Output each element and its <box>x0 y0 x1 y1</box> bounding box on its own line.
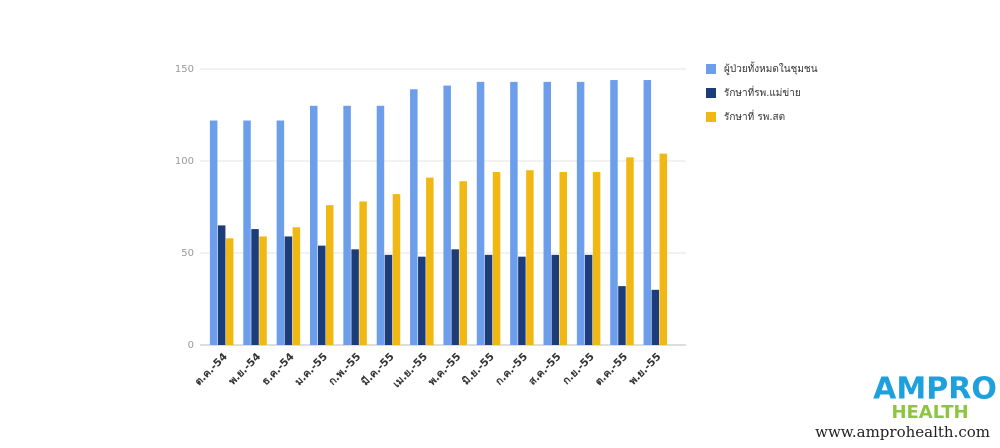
bar <box>410 89 418 346</box>
logo-top: AMPRO <box>873 372 997 407</box>
y-tick-label: 50 <box>181 248 194 259</box>
legend-swatch <box>706 112 716 122</box>
bar <box>551 254 559 345</box>
legend-label: ผู้ป่วยทั้งหมดในชุมชน <box>724 61 818 75</box>
bar <box>451 249 459 345</box>
y-tick-label: 100 <box>175 156 194 167</box>
legend-swatch <box>706 88 716 98</box>
x-tick-label: พ.ย.-54 <box>226 351 263 388</box>
bar <box>426 177 434 345</box>
bar <box>243 120 251 346</box>
x-tick-label: พ.ค.-55 <box>426 351 463 388</box>
bar <box>459 181 467 345</box>
site-url: www.amprohealth.com <box>815 423 990 441</box>
bar <box>559 172 567 345</box>
y-tick-label: 0 <box>188 340 194 351</box>
bar <box>651 289 660 345</box>
bar <box>510 81 518 345</box>
bar <box>584 254 593 345</box>
bar <box>209 120 218 346</box>
bar <box>526 170 534 345</box>
x-tick-label: พ.ย.-55 <box>627 351 664 388</box>
bar <box>626 157 634 345</box>
bar <box>576 81 585 345</box>
x-tick-label: ส.ค.-55 <box>526 351 563 388</box>
logo-bottom: HEALTH <box>891 402 968 423</box>
bar <box>643 80 652 345</box>
bar <box>659 153 668 345</box>
bar <box>443 85 451 345</box>
bar <box>343 105 351 345</box>
bar <box>276 120 285 346</box>
x-tick-label: มิ.ย.-55 <box>460 351 497 388</box>
bar <box>259 236 267 345</box>
bar <box>225 238 234 345</box>
bar <box>518 256 526 345</box>
y-tick-label: 150 <box>175 64 194 75</box>
bar <box>476 81 485 345</box>
bar <box>326 205 334 345</box>
x-tick-label: เม.ย.-55 <box>391 351 430 390</box>
bar <box>351 249 359 345</box>
x-tick-label: ก.ค.-55 <box>493 351 530 388</box>
x-tick-label: ก.ย.-55 <box>560 351 596 387</box>
bar <box>543 81 551 345</box>
bar <box>251 229 259 345</box>
x-tick-label: ต.ค.-55 <box>593 351 630 388</box>
bar <box>492 172 501 345</box>
bar <box>217 225 226 345</box>
bar <box>592 172 601 345</box>
legend-label: รักษาที่ รพ.สต <box>724 109 785 123</box>
bar <box>318 245 326 345</box>
bar <box>418 256 426 345</box>
x-tick-label: ต.ค.-54 <box>193 351 230 388</box>
bar <box>284 236 293 345</box>
bar <box>359 201 367 345</box>
bar <box>392 194 401 345</box>
bar <box>310 105 318 345</box>
bar <box>376 105 385 345</box>
legend-label: รักษาที่รพ.แม่ข่าย <box>724 85 801 99</box>
bar <box>484 254 493 345</box>
x-tick-label: ธ.ค.-54 <box>260 351 297 388</box>
bar <box>618 286 626 345</box>
bar <box>292 227 301 345</box>
bar <box>610 80 618 345</box>
x-tick-label: ม.ค.-55 <box>293 351 330 388</box>
legend-swatch <box>706 64 716 74</box>
bar <box>384 254 393 345</box>
x-tick-label: ก.พ.-55 <box>326 351 363 388</box>
